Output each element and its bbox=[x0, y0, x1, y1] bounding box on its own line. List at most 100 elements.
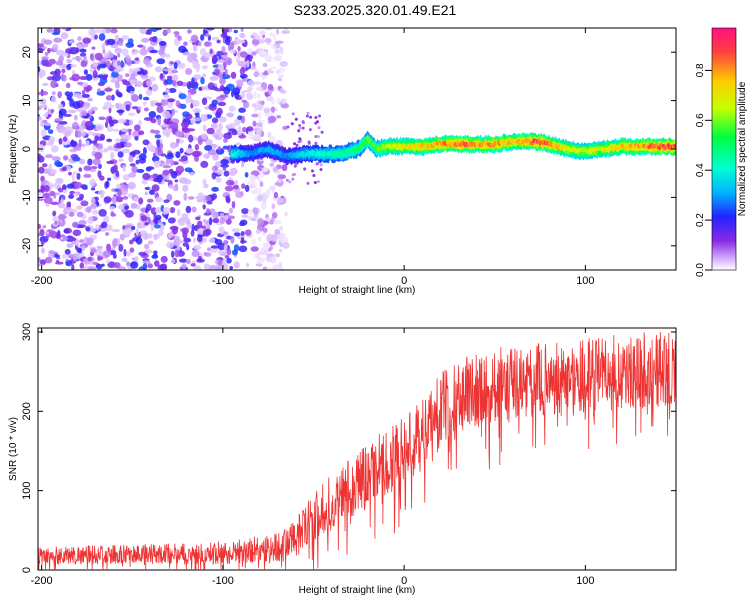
heatmap-cell bbox=[153, 178, 160, 183]
heatmap-cell bbox=[40, 91, 49, 96]
heatmap-cell bbox=[247, 180, 256, 187]
heatmap-cell bbox=[92, 158, 101, 166]
heatmap-cell bbox=[126, 261, 131, 267]
heatmap-cell bbox=[115, 184, 121, 189]
heatmap-cell bbox=[237, 50, 242, 58]
heatmap-cell bbox=[51, 96, 57, 103]
heatmap-cell bbox=[185, 113, 193, 120]
heatmap-cell bbox=[252, 120, 257, 127]
heatmap-cell bbox=[42, 225, 47, 229]
heatmap-cell bbox=[61, 184, 67, 190]
heatmap-cell bbox=[223, 86, 231, 95]
heatmap-cell bbox=[161, 99, 169, 106]
heatmap-cell bbox=[126, 59, 133, 67]
heatmap-cell bbox=[221, 258, 227, 266]
heatmap-cell bbox=[156, 139, 161, 147]
heatmap-cell bbox=[297, 129, 301, 133]
heatmap-cell bbox=[284, 211, 288, 217]
heatmap-cell bbox=[85, 237, 94, 246]
heatmap-cell bbox=[199, 48, 207, 56]
heatmap-cell bbox=[230, 71, 237, 79]
heatmap-cell bbox=[143, 107, 149, 112]
colorbar-tick-label: 0.0 bbox=[695, 263, 706, 277]
heatmap-cell bbox=[144, 186, 151, 191]
heatmap-cell bbox=[197, 220, 203, 228]
heatmap-cell bbox=[110, 28, 118, 34]
heatmap-cell bbox=[98, 33, 106, 41]
heatmap-cell bbox=[156, 105, 164, 114]
heatmap-cell bbox=[247, 48, 254, 53]
heatmap-cell bbox=[163, 207, 171, 213]
heatmap-cell bbox=[78, 158, 86, 165]
heatmap-cell bbox=[259, 30, 266, 36]
snr-line bbox=[38, 331, 676, 570]
heatmap-cell bbox=[106, 160, 114, 164]
heatmap-cell bbox=[223, 132, 233, 140]
y-tick-label: 10 bbox=[21, 94, 33, 106]
heatmap-cell bbox=[265, 216, 271, 222]
heatmap-cell bbox=[68, 51, 74, 54]
colorbar-tick-label: 0.8 bbox=[695, 63, 706, 77]
heatmap-cell bbox=[241, 214, 249, 218]
heatmap-cell bbox=[71, 173, 75, 182]
heatmap-cell bbox=[223, 170, 230, 177]
heatmap-cell bbox=[211, 55, 218, 64]
heatmap-cell bbox=[239, 32, 246, 39]
heatmap-cell bbox=[166, 53, 171, 59]
y-tick-label: -10 bbox=[21, 189, 33, 205]
heatmap-cell bbox=[128, 119, 134, 126]
heatmap-cell bbox=[268, 70, 275, 74]
heatmap-cell bbox=[247, 80, 255, 87]
heatmap-cell bbox=[251, 103, 257, 108]
heatmap-cell bbox=[69, 99, 75, 107]
heatmap-cell bbox=[91, 197, 96, 205]
heatmap-cell bbox=[175, 142, 179, 148]
heatmap-cell bbox=[60, 32, 69, 40]
heatmap-cell bbox=[209, 76, 219, 81]
heatmap-cell bbox=[279, 61, 288, 67]
heatmap-cell bbox=[264, 55, 274, 63]
heatmap-cell bbox=[48, 250, 55, 255]
heatmap-cell bbox=[61, 74, 67, 82]
heatmap-cell bbox=[228, 207, 233, 214]
heatmap-cell bbox=[160, 255, 168, 263]
heatmap-cell bbox=[72, 156, 81, 162]
heatmap-cell bbox=[251, 51, 257, 56]
heatmap-cell bbox=[51, 91, 56, 96]
heatmap-cell bbox=[97, 256, 104, 261]
heatmap-cell bbox=[51, 32, 60, 36]
heatmap-cell bbox=[94, 143, 100, 148]
heatmap-cell bbox=[191, 60, 198, 65]
heatmap-cell bbox=[218, 72, 223, 79]
heatmap-cell bbox=[120, 133, 128, 140]
snr-y-label: SNR (10 * v/v) bbox=[8, 417, 19, 481]
heatmap-cell bbox=[216, 39, 221, 44]
heatmap-cell bbox=[43, 196, 53, 205]
heatmap-cell bbox=[253, 91, 257, 99]
heatmap-cell bbox=[169, 207, 176, 214]
heatmap-cell bbox=[148, 111, 157, 119]
heatmap-cell bbox=[220, 164, 230, 168]
heatmap-cell bbox=[147, 240, 154, 245]
heatmap-cell bbox=[274, 229, 281, 235]
heatmap-cell bbox=[316, 162, 320, 165]
heatmap-cell bbox=[204, 252, 212, 257]
heatmap-cell bbox=[130, 73, 136, 80]
heatmap-cell bbox=[45, 154, 53, 159]
heatmap-cell bbox=[252, 134, 262, 139]
heatmap-cell bbox=[135, 228, 139, 236]
heatmap-cell bbox=[94, 135, 99, 142]
heatmap-cell bbox=[153, 129, 161, 135]
heatmap-cell bbox=[226, 257, 232, 264]
snr-panel: -200 -100 0 100 0 100 200 300 Height of straig… bbox=[8, 323, 677, 596]
heatmap-cell bbox=[135, 159, 140, 165]
spectrogram-x-label: Height of straight line (km) bbox=[299, 285, 416, 296]
heatmap-cell bbox=[55, 261, 64, 265]
heatmap-cell bbox=[162, 165, 172, 169]
heatmap-cell bbox=[159, 143, 164, 149]
heatmap-cell bbox=[121, 79, 128, 83]
heatmap-cell bbox=[155, 102, 162, 107]
heatmap-cell bbox=[76, 211, 84, 218]
heatmap-cell bbox=[103, 101, 112, 109]
heatmap-cell bbox=[167, 217, 176, 224]
